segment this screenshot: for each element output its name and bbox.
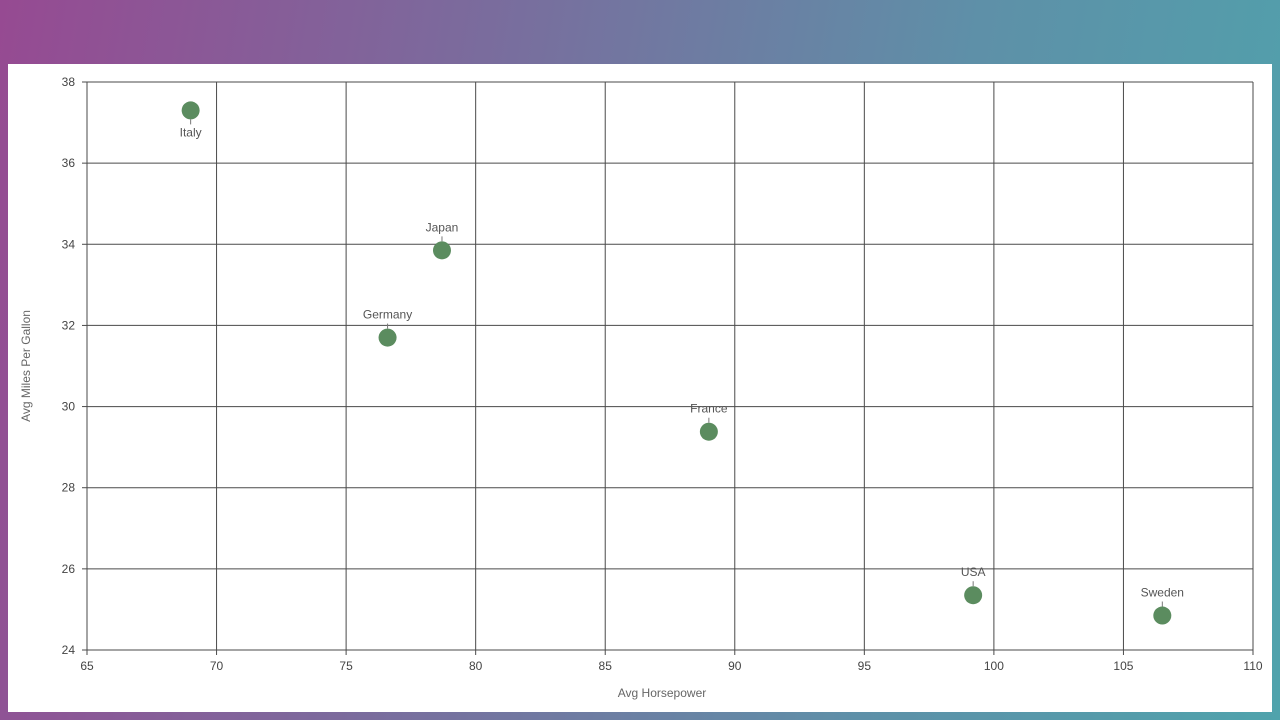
x-tick-label: 80 bbox=[469, 659, 483, 673]
x-tick-label: 105 bbox=[1113, 659, 1133, 673]
data-point[interactable] bbox=[1153, 606, 1172, 625]
y-tick-label: 26 bbox=[62, 562, 76, 576]
x-tick-label: 110 bbox=[1243, 659, 1262, 673]
y-tick-label: 36 bbox=[62, 156, 76, 170]
point-label: France bbox=[690, 402, 728, 416]
y-tick-label: 30 bbox=[62, 400, 76, 414]
x-tick-label: 65 bbox=[80, 659, 94, 673]
data-point[interactable] bbox=[378, 328, 397, 347]
x-tick-label: 100 bbox=[984, 659, 1004, 673]
y-tick-label: 34 bbox=[62, 237, 76, 251]
y-tick-label: 32 bbox=[62, 318, 76, 332]
y-tick-label: 28 bbox=[62, 481, 76, 495]
x-tick-label: 85 bbox=[599, 659, 613, 673]
point-label: Germany bbox=[363, 308, 412, 322]
y-axis-title: Avg Miles Per Gallon bbox=[19, 310, 33, 422]
data-point[interactable] bbox=[699, 422, 718, 441]
x-tick-label: 70 bbox=[210, 659, 224, 673]
x-tick-label: 95 bbox=[858, 659, 872, 673]
point-label: Italy bbox=[180, 125, 202, 139]
x-axis-title: Avg Horsepower bbox=[618, 686, 707, 700]
y-tick-label: 38 bbox=[62, 75, 76, 89]
point-label: USA bbox=[961, 565, 986, 579]
data-point[interactable] bbox=[432, 241, 451, 260]
scatter-chart: 65 70 75 80 85 90 95 100 105 110 24 26 28 30 32 34 36 38 A… bbox=[19, 75, 1263, 700]
data-point[interactable] bbox=[964, 586, 983, 605]
y-tick-label: 24 bbox=[62, 643, 76, 657]
chart-card: 65 70 75 80 85 90 95 100 105 110 24 26 28 30 32 34 36 38 A… bbox=[8, 64, 1272, 712]
point-label: Sweden bbox=[1141, 586, 1184, 600]
x-tick-label: 90 bbox=[728, 659, 742, 673]
point-label: Japan bbox=[426, 220, 459, 234]
x-tick-label: 75 bbox=[339, 659, 353, 673]
data-point[interactable] bbox=[181, 101, 200, 120]
